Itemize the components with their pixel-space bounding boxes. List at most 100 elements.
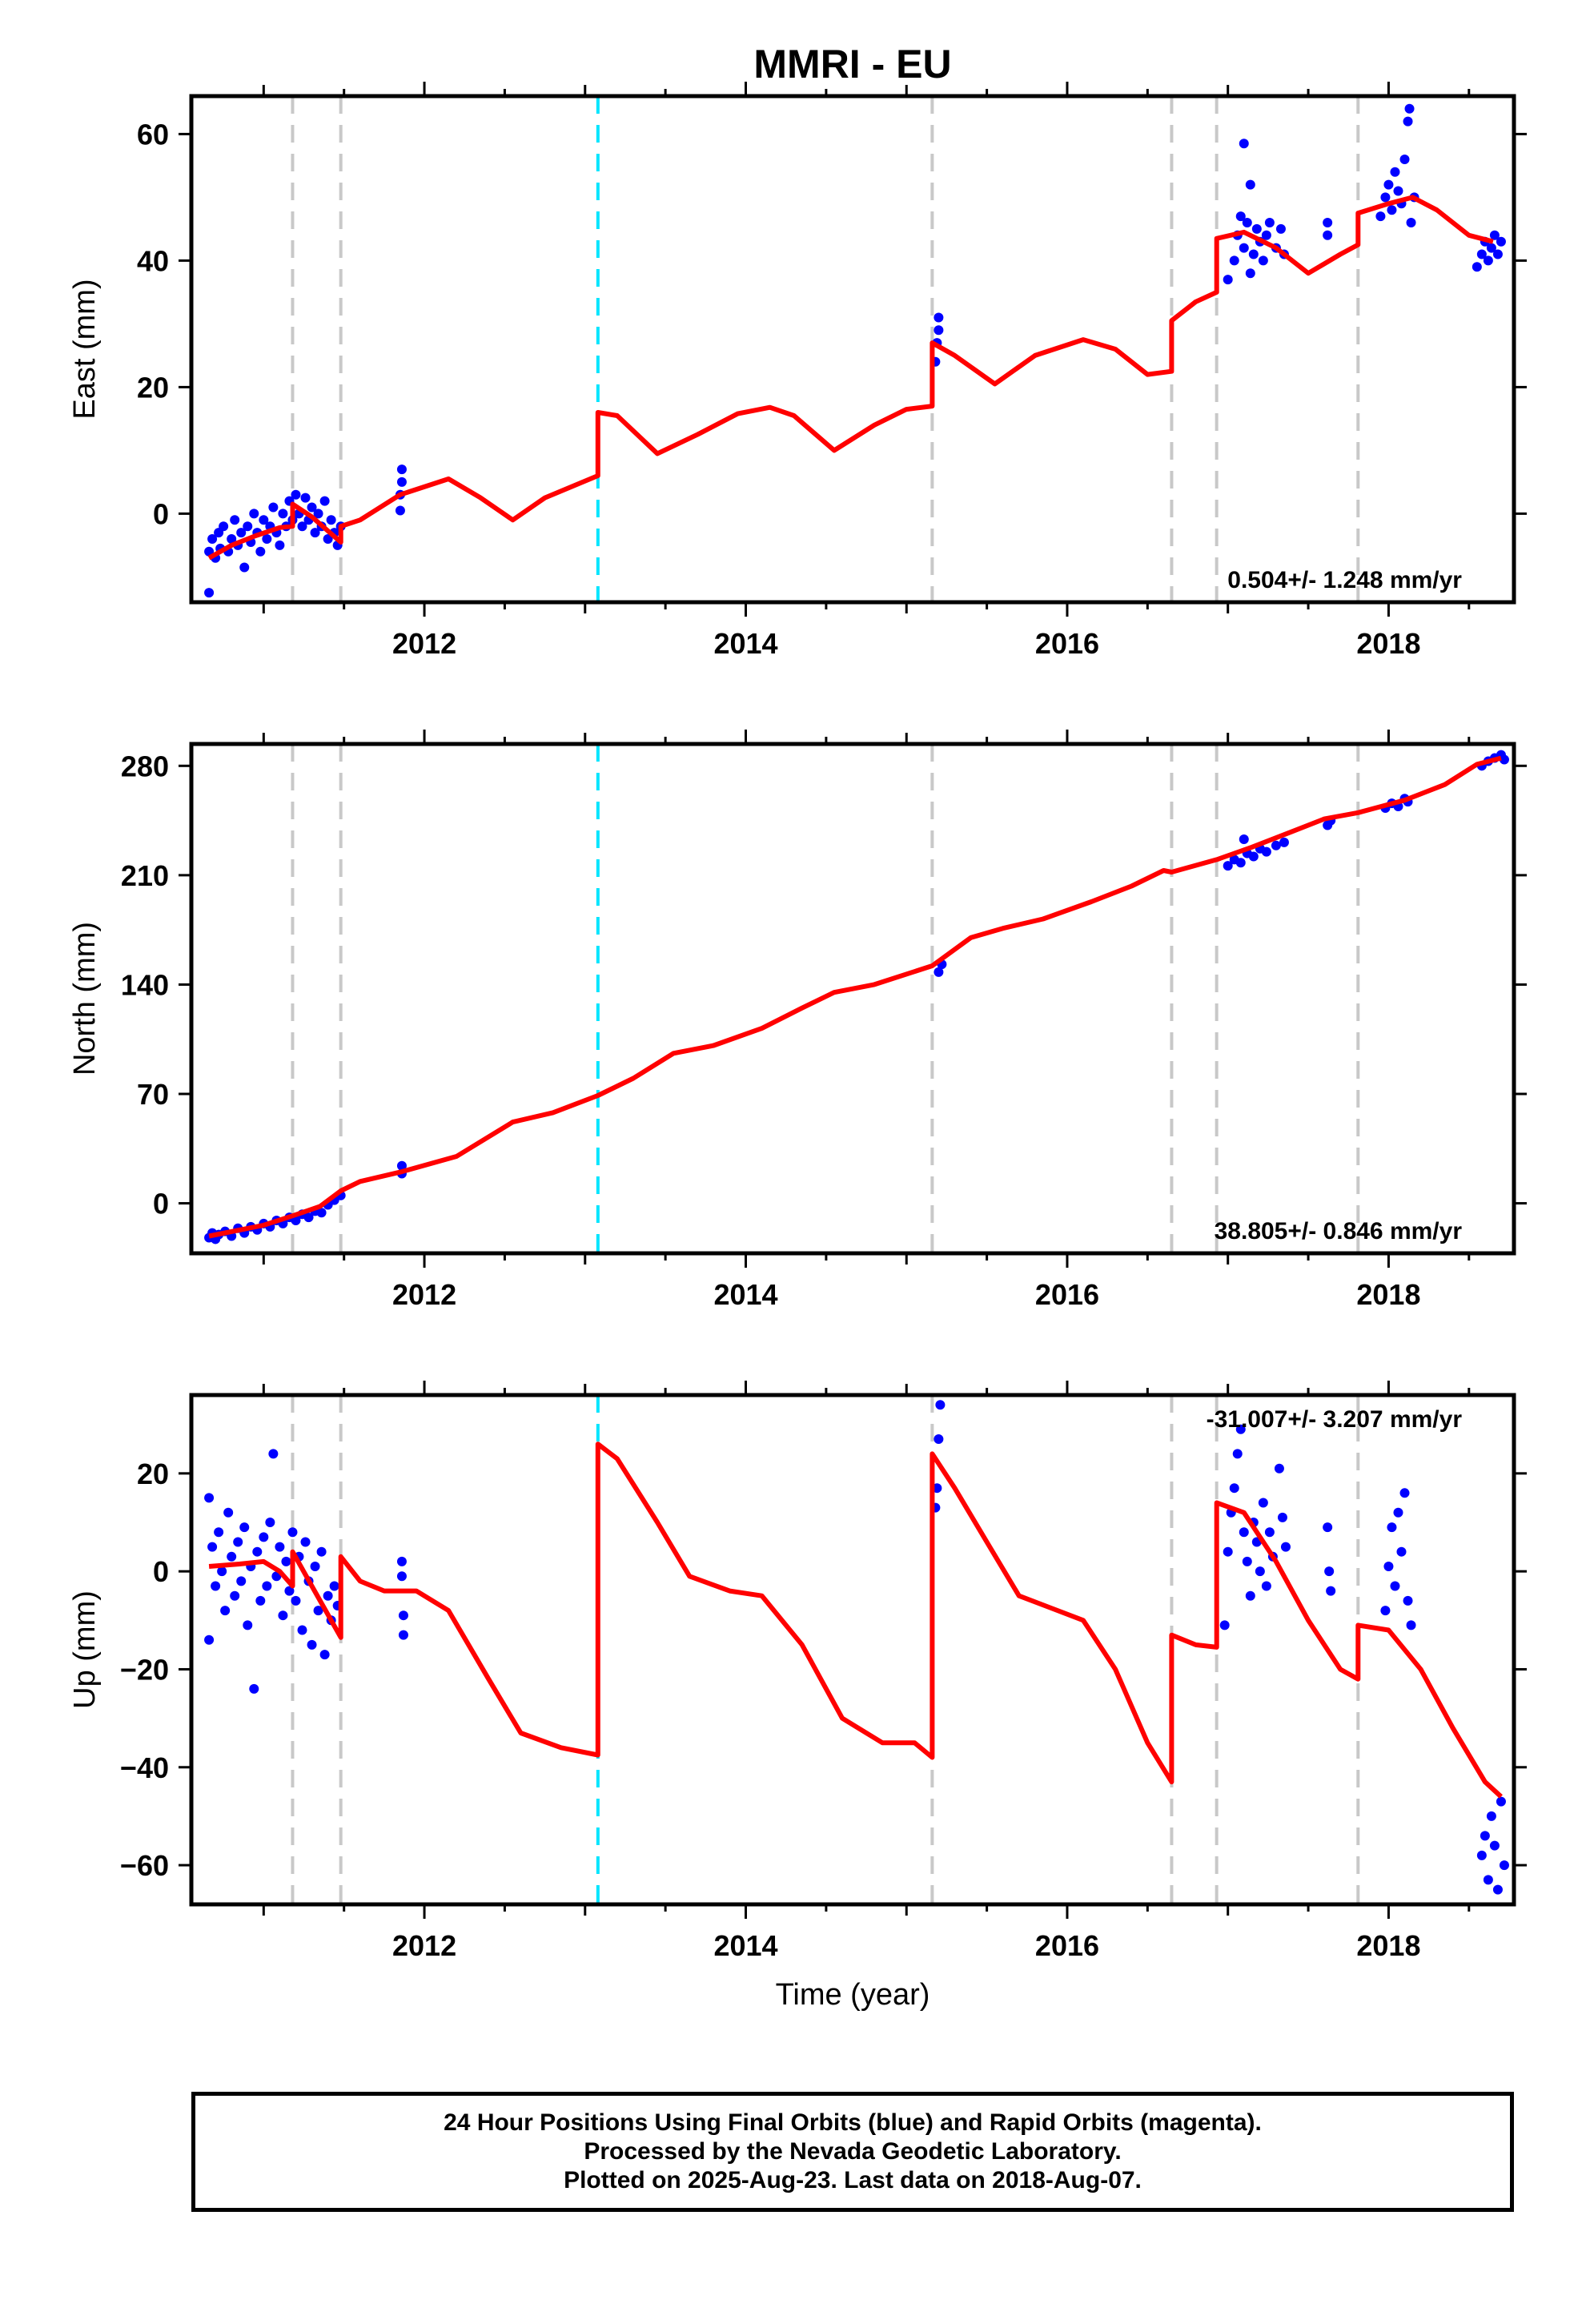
data-point	[398, 1610, 408, 1621]
data-point	[217, 1566, 227, 1577]
x-tick-label: 2018	[1356, 627, 1420, 660]
data-point	[1235, 858, 1246, 868]
data-point	[211, 1581, 221, 1591]
model-line	[207, 195, 1494, 561]
data-point	[1264, 1527, 1275, 1538]
data-point	[1242, 1556, 1252, 1566]
data-point	[303, 1212, 314, 1223]
data-point	[243, 521, 253, 532]
data-point	[326, 515, 336, 525]
data-point	[1472, 262, 1482, 272]
data-point	[1245, 1590, 1255, 1601]
data-point	[1271, 840, 1281, 850]
data-point	[284, 1586, 295, 1596]
data-point	[1279, 837, 1289, 847]
data-point	[1229, 1483, 1239, 1494]
y-tick-label: 40	[137, 244, 169, 277]
footer-line-3: Plotted on 2025-Aug-23. Last data on 201…	[564, 2167, 1142, 2193]
data-point	[297, 1625, 307, 1635]
panels-group: 2012 2014 2016 2018 0 20 40 60 East (mm) 0.504+/-…	[68, 82, 1527, 2012]
data-point	[262, 1581, 272, 1591]
data-point	[316, 1208, 327, 1218]
y-tick-label: 210	[121, 859, 169, 892]
data-point	[204, 588, 215, 598]
data-point	[1261, 1581, 1271, 1591]
data-point	[935, 1400, 946, 1410]
data-point	[1492, 249, 1503, 259]
data-point	[207, 534, 218, 544]
data-point	[1219, 1620, 1230, 1630]
data-point	[1403, 1595, 1413, 1606]
data-point	[319, 1650, 330, 1660]
x-tick-label: 2018	[1356, 1278, 1420, 1311]
data-point	[1251, 223, 1262, 234]
footer-box: 24 Hour Positions Using Final Orbits (bl…	[191, 2092, 1514, 2212]
data-point	[252, 1546, 263, 1557]
panel-frame	[189, 94, 1516, 605]
data-point	[268, 502, 279, 513]
data-point	[220, 1606, 231, 1616]
data-point	[323, 534, 333, 544]
data-point	[300, 493, 311, 503]
x-tick-label: 2014	[713, 1278, 777, 1311]
data-point	[236, 1576, 247, 1586]
rate-label: -31.007+/- 3.207 mm/yr	[1207, 1406, 1463, 1433]
data-point	[249, 1683, 259, 1694]
x-tick-label: 2016	[1035, 627, 1099, 660]
data-point	[259, 515, 269, 525]
footer-line-1: 24 Hour Positions Using Final Orbits (bl…	[444, 2109, 1262, 2136]
plot-area	[204, 1400, 1509, 1895]
y-tick-label: 20	[137, 371, 169, 404]
data-point	[275, 1542, 285, 1552]
panel-2: 2012 2014 2016 2018 0 70 140 210 280 North (mm) 38…	[68, 730, 1527, 1311]
y-axis-label: North (mm)	[68, 922, 102, 1076]
data-point	[1239, 834, 1249, 845]
panel-frame	[189, 742, 1516, 1256]
data-point	[255, 546, 266, 557]
data-point	[291, 1595, 301, 1606]
data-point	[1232, 1449, 1243, 1459]
x-tick-label: 2012	[392, 627, 456, 660]
data-point	[1396, 1546, 1407, 1557]
data-point	[1258, 1498, 1268, 1508]
data-point	[230, 515, 240, 525]
data-point	[1499, 1860, 1509, 1871]
data-point	[1476, 1850, 1487, 1860]
data-point	[1476, 249, 1487, 259]
y-tick-label: 140	[121, 968, 169, 1001]
data-point	[1383, 179, 1394, 190]
data-point	[214, 1527, 224, 1538]
x-tick-label: 2014	[713, 627, 777, 660]
footer-line-2: Processed by the Nevada Geodetic Laborat…	[584, 2138, 1122, 2165]
data-point	[239, 562, 250, 573]
y-axis-label: East (mm)	[68, 279, 102, 419]
data-point	[1387, 205, 1397, 215]
data-point	[396, 1160, 407, 1171]
x-tick-label: 2012	[392, 1278, 456, 1311]
data-point	[1245, 268, 1255, 279]
x-tick-label: 2014	[713, 1929, 777, 1962]
data-point	[1242, 218, 1252, 227]
data-point	[207, 1542, 218, 1552]
data-point	[1223, 1546, 1233, 1557]
data-point	[268, 1449, 279, 1459]
data-point	[1223, 275, 1233, 285]
model-line	[208, 755, 1502, 1239]
data-point	[1323, 1522, 1333, 1533]
y-tick-label: 20	[137, 1458, 169, 1490]
data-point	[223, 1507, 234, 1518]
data-point	[398, 1630, 408, 1640]
data-point	[297, 521, 307, 532]
data-point	[1390, 167, 1400, 177]
y-tick-label: 60	[137, 118, 169, 151]
data-point	[1261, 846, 1271, 857]
data-point	[1277, 1512, 1287, 1522]
data-point	[307, 1639, 317, 1650]
data-point	[1399, 1488, 1410, 1498]
data-point	[1280, 1542, 1291, 1552]
data-point	[1255, 1566, 1265, 1577]
data-point	[255, 1595, 266, 1606]
data-point	[1393, 1507, 1403, 1518]
data-point	[1239, 243, 1249, 253]
y-tick-label: 0	[153, 497, 169, 530]
